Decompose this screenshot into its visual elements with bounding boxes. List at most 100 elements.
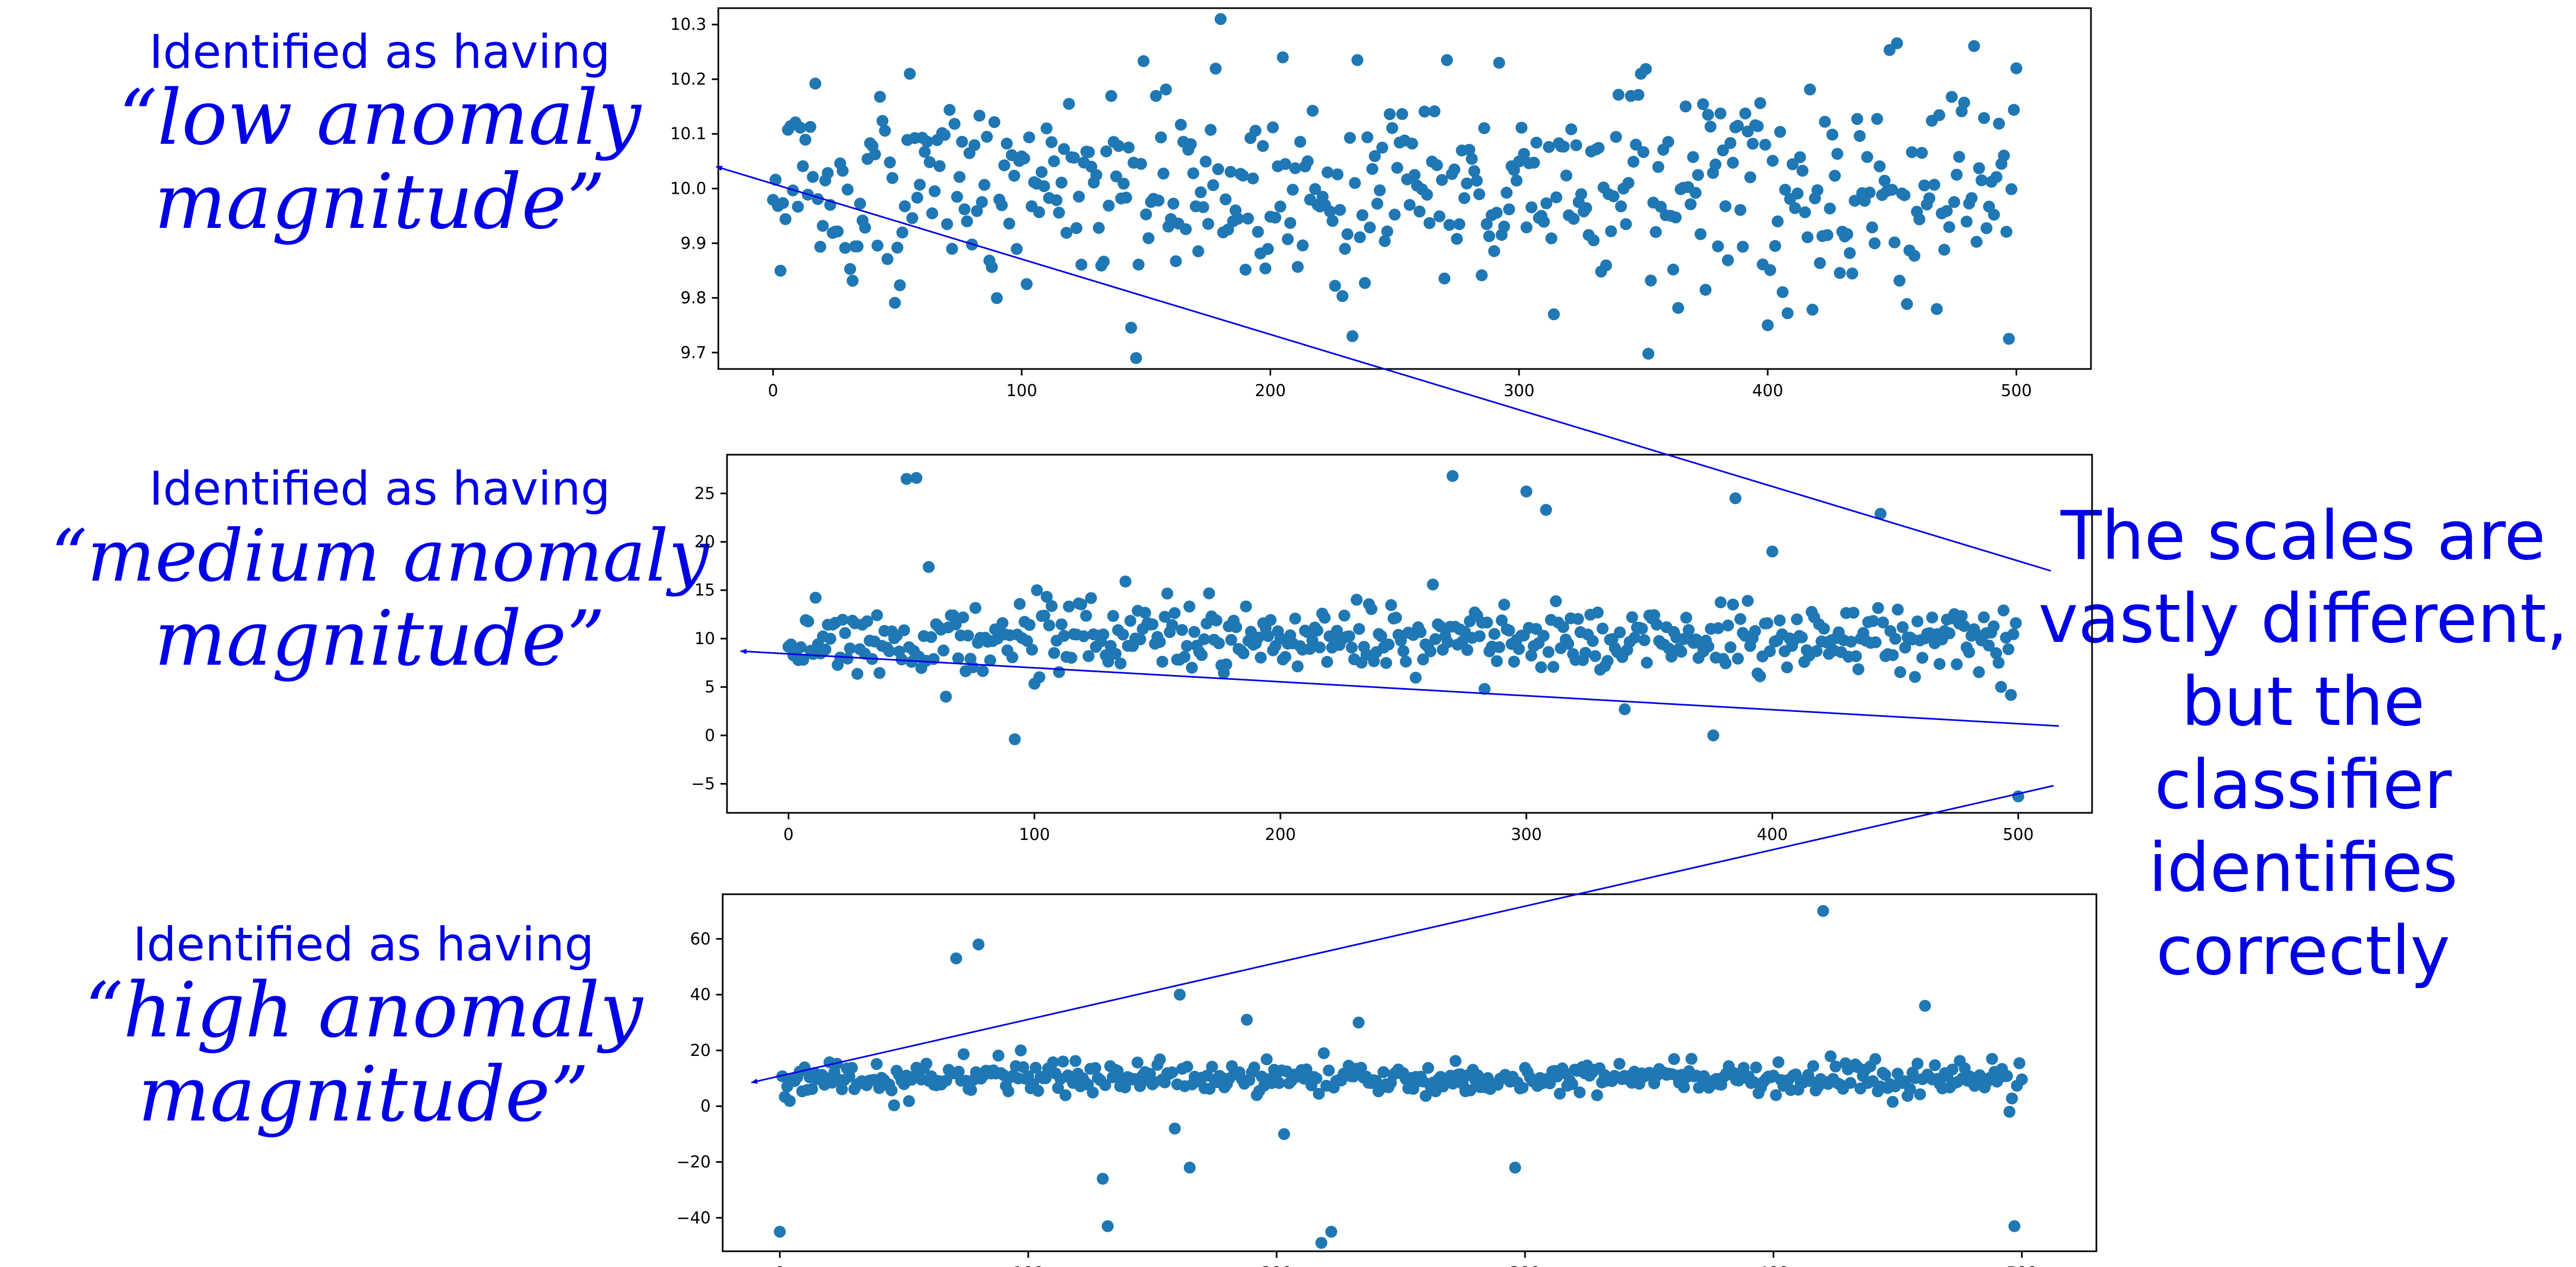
data-point bbox=[1291, 260, 1304, 273]
data-point bbox=[1225, 165, 1237, 178]
data-point bbox=[783, 1095, 796, 1107]
data-point bbox=[1636, 622, 1648, 635]
scatter-chart-high: 0 100 200 300 400 500 −40 −20 0 20 40 60 bbox=[677, 893, 2097, 1267]
data-point bbox=[1872, 602, 1884, 614]
data-point bbox=[1082, 650, 1095, 663]
data-point bbox=[1153, 635, 1166, 648]
arrow-high bbox=[751, 785, 2054, 1084]
data-point bbox=[869, 148, 881, 161]
data-point bbox=[1886, 183, 1898, 196]
data-point bbox=[1864, 186, 1876, 199]
data-point bbox=[1648, 609, 1661, 621]
data-point bbox=[1183, 600, 1196, 613]
label-medium-line3: magnitude” bbox=[154, 595, 605, 683]
data-point bbox=[1914, 1088, 1926, 1100]
data-point bbox=[1353, 623, 1366, 635]
data-point bbox=[1719, 657, 1732, 670]
data-point bbox=[1277, 51, 1289, 63]
data-point bbox=[1852, 663, 1865, 676]
y-tick-label: 25 bbox=[694, 484, 715, 503]
label-low-line1: Identified as having bbox=[149, 25, 610, 79]
data-point bbox=[925, 631, 938, 644]
data-point bbox=[871, 609, 883, 621]
data-point bbox=[1213, 637, 1225, 650]
data-point bbox=[1679, 100, 1692, 113]
data-point bbox=[1946, 1064, 1959, 1076]
data-point bbox=[1796, 631, 1808, 644]
data-point bbox=[1893, 275, 1906, 287]
data-point bbox=[1124, 615, 1137, 627]
data-point bbox=[804, 120, 817, 133]
data-point bbox=[1203, 587, 1215, 600]
data-point bbox=[1997, 604, 2010, 616]
data-point bbox=[1354, 231, 1366, 244]
data-point bbox=[1468, 165, 1481, 177]
data-point bbox=[891, 241, 903, 254]
data-point bbox=[1861, 151, 1873, 163]
data-point bbox=[1065, 652, 1077, 664]
data-point bbox=[802, 615, 814, 628]
data-point bbox=[1464, 1084, 1477, 1097]
data-point bbox=[1155, 131, 1167, 144]
data-point bbox=[1831, 148, 1844, 160]
data-point bbox=[1781, 307, 1794, 320]
data-point bbox=[1099, 1079, 1112, 1091]
data-point bbox=[1799, 206, 1811, 219]
data-point bbox=[1878, 175, 1891, 187]
data-point bbox=[1102, 199, 1115, 212]
data-point bbox=[1329, 279, 1341, 292]
data-point bbox=[1916, 652, 1929, 664]
data-point bbox=[928, 185, 941, 198]
data-point bbox=[1570, 139, 1583, 151]
data-point bbox=[1063, 600, 1075, 613]
data-point bbox=[1381, 225, 1393, 238]
y-tick-label: −40 bbox=[677, 1208, 711, 1227]
callout-text: The scales are vastly different, but the… bbox=[2038, 497, 2568, 990]
data-point bbox=[969, 602, 981, 614]
data-point bbox=[1476, 269, 1488, 282]
data-point bbox=[1772, 1056, 1784, 1068]
data-point bbox=[978, 179, 991, 191]
data-point bbox=[1911, 1058, 1924, 1070]
data-point bbox=[1238, 647, 1249, 660]
data-point bbox=[1021, 278, 1033, 290]
data-point bbox=[1178, 651, 1191, 663]
data-point bbox=[1150, 90, 1162, 102]
data-point bbox=[1139, 607, 1151, 619]
data-point bbox=[1400, 655, 1412, 668]
data-point bbox=[1627, 156, 1640, 168]
data-point bbox=[1982, 639, 1995, 652]
data-point bbox=[900, 473, 913, 485]
data-point bbox=[1009, 733, 1021, 746]
data-point bbox=[906, 212, 919, 224]
label-medium-line1: Identified as having bbox=[149, 462, 610, 516]
data-point bbox=[1694, 228, 1707, 240]
data-point bbox=[1366, 163, 1379, 175]
data-point bbox=[1390, 612, 1402, 624]
data-point bbox=[774, 264, 787, 277]
data-point bbox=[1391, 162, 1404, 174]
data-point bbox=[2001, 1069, 2013, 1082]
data-point bbox=[1239, 263, 1252, 276]
data-point bbox=[1021, 635, 1034, 647]
data-point bbox=[1429, 633, 1442, 645]
data-point bbox=[1930, 303, 1943, 315]
data-point bbox=[1542, 646, 1555, 658]
data-point bbox=[2005, 183, 2018, 195]
data-point bbox=[1325, 1226, 1337, 1238]
data-point bbox=[1259, 262, 1272, 275]
data-point bbox=[879, 124, 891, 137]
data-point bbox=[1950, 658, 1963, 671]
data-point bbox=[1006, 651, 1018, 664]
data-point bbox=[807, 170, 819, 183]
data-point bbox=[1557, 621, 1570, 633]
data-point bbox=[779, 213, 792, 225]
data-point bbox=[1041, 590, 1053, 603]
data-point bbox=[1966, 192, 1978, 205]
data-point bbox=[971, 205, 983, 217]
data-point bbox=[1770, 1089, 1782, 1102]
data-point bbox=[1721, 254, 1734, 266]
data-point bbox=[792, 200, 804, 213]
data-point bbox=[1112, 1065, 1124, 1077]
data-point bbox=[1572, 613, 1584, 625]
